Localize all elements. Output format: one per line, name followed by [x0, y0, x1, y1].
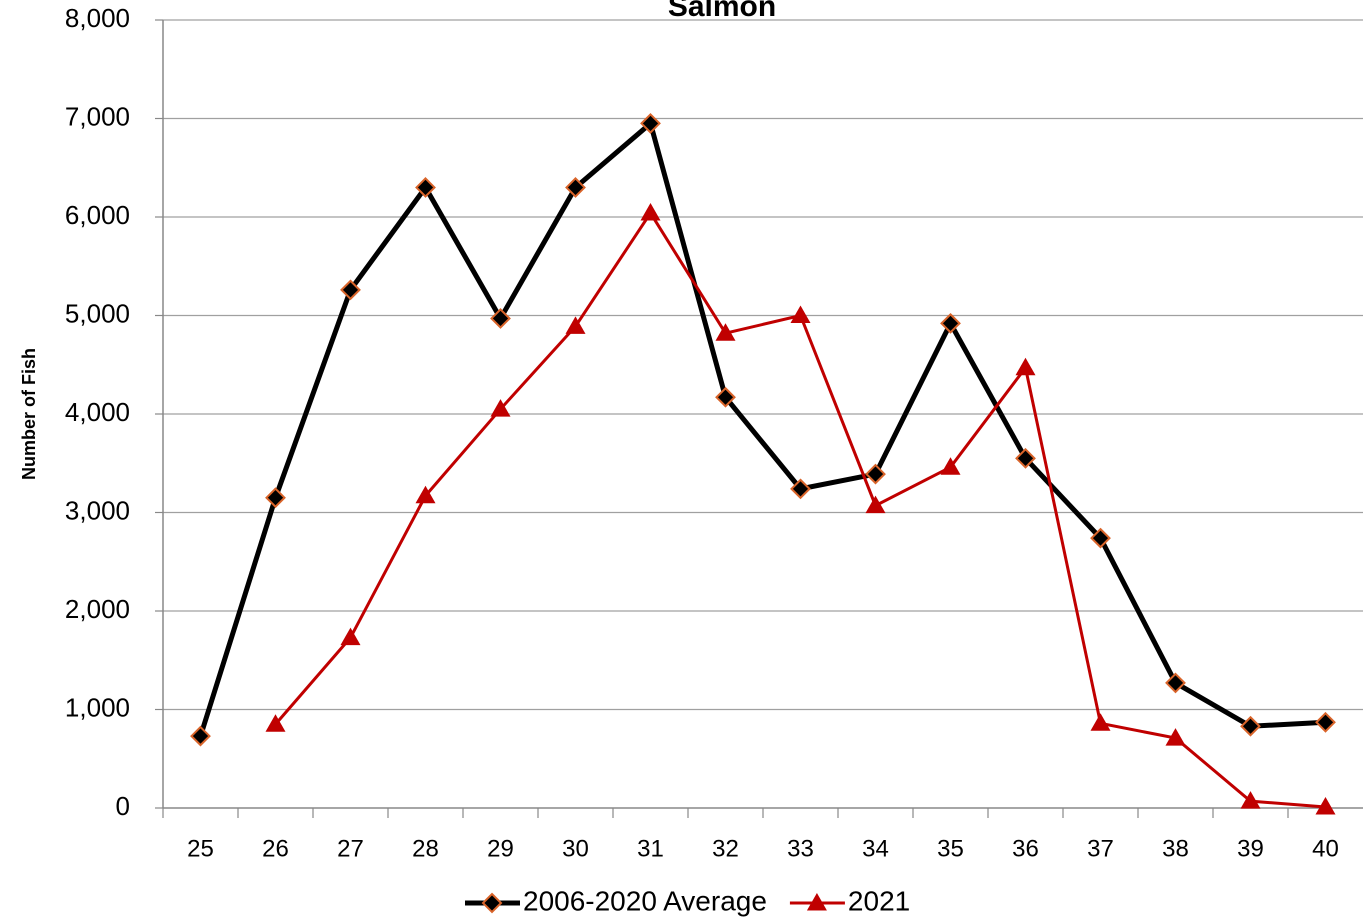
data-point [490, 308, 511, 329]
y-axis-label: Number of Fish [19, 348, 39, 480]
y-tick-label: 1,000 [65, 692, 130, 722]
x-tick-label: 30 [562, 835, 589, 862]
legend-label: 2021 [848, 885, 910, 916]
data-point [565, 316, 586, 334]
chart-title: Salmon [668, 0, 776, 23]
series-line [274, 210, 1326, 809]
y-tick-label: 3,000 [65, 495, 130, 525]
data-point [265, 714, 286, 732]
x-tick-label: 37 [1087, 835, 1114, 862]
x-tick-label: 39 [1237, 835, 1264, 862]
data-point [415, 177, 436, 198]
y-tick-label: 4,000 [65, 397, 130, 427]
y-tick-label: 0 [116, 791, 130, 821]
data-point [940, 312, 961, 334]
x-tick-label: 40 [1312, 835, 1339, 862]
series-line [198, 118, 1326, 737]
y-tick-label: 8,000 [65, 3, 130, 33]
data-point [790, 478, 811, 500]
data-point [790, 305, 811, 323]
x-tick-label: 29 [487, 835, 514, 862]
x-tick-label: 36 [1012, 835, 1039, 862]
data-point [1090, 527, 1111, 549]
y-tick-label: 6,000 [65, 200, 130, 230]
x-tick-label: 28 [412, 835, 439, 862]
data-point [340, 279, 361, 301]
data-point [415, 485, 436, 504]
data-point [640, 113, 661, 134]
x-tick-label: 38 [1162, 835, 1189, 862]
data-point [1015, 447, 1036, 469]
data-point [190, 725, 211, 747]
x-tick-label: 27 [337, 835, 364, 862]
data-point [265, 487, 286, 509]
data-point [1240, 715, 1261, 737]
data-point [1240, 791, 1261, 809]
x-tick-label: 25 [187, 835, 214, 862]
data-point [1090, 713, 1111, 731]
y-tick-label: 7,000 [65, 101, 130, 131]
x-tick-label: 31 [637, 835, 664, 862]
x-tick-label: 32 [712, 835, 739, 862]
data-point [865, 463, 886, 485]
data-point [1165, 672, 1186, 694]
data-point [1015, 357, 1036, 376]
data-point [340, 627, 361, 646]
x-tick-label: 26 [262, 835, 289, 862]
data-point [490, 399, 511, 417]
legend-label: 2006-2020 Average [523, 885, 767, 916]
data-point [565, 177, 586, 198]
data-point [715, 323, 736, 341]
data-point [865, 495, 886, 514]
x-tick-label: 33 [787, 835, 814, 862]
data-point [715, 386, 736, 408]
x-tick-label: 35 [937, 835, 964, 862]
data-point [1315, 797, 1336, 815]
data-point [1165, 728, 1186, 746]
data-point [1315, 711, 1336, 733]
legend-marker [806, 893, 827, 911]
data-point [940, 457, 961, 475]
legend-marker [481, 892, 503, 914]
x-tick-label: 34 [862, 835, 889, 862]
y-tick-label: 5,000 [65, 298, 130, 328]
y-tick-label: 2,000 [65, 594, 130, 624]
data-point [640, 203, 661, 221]
